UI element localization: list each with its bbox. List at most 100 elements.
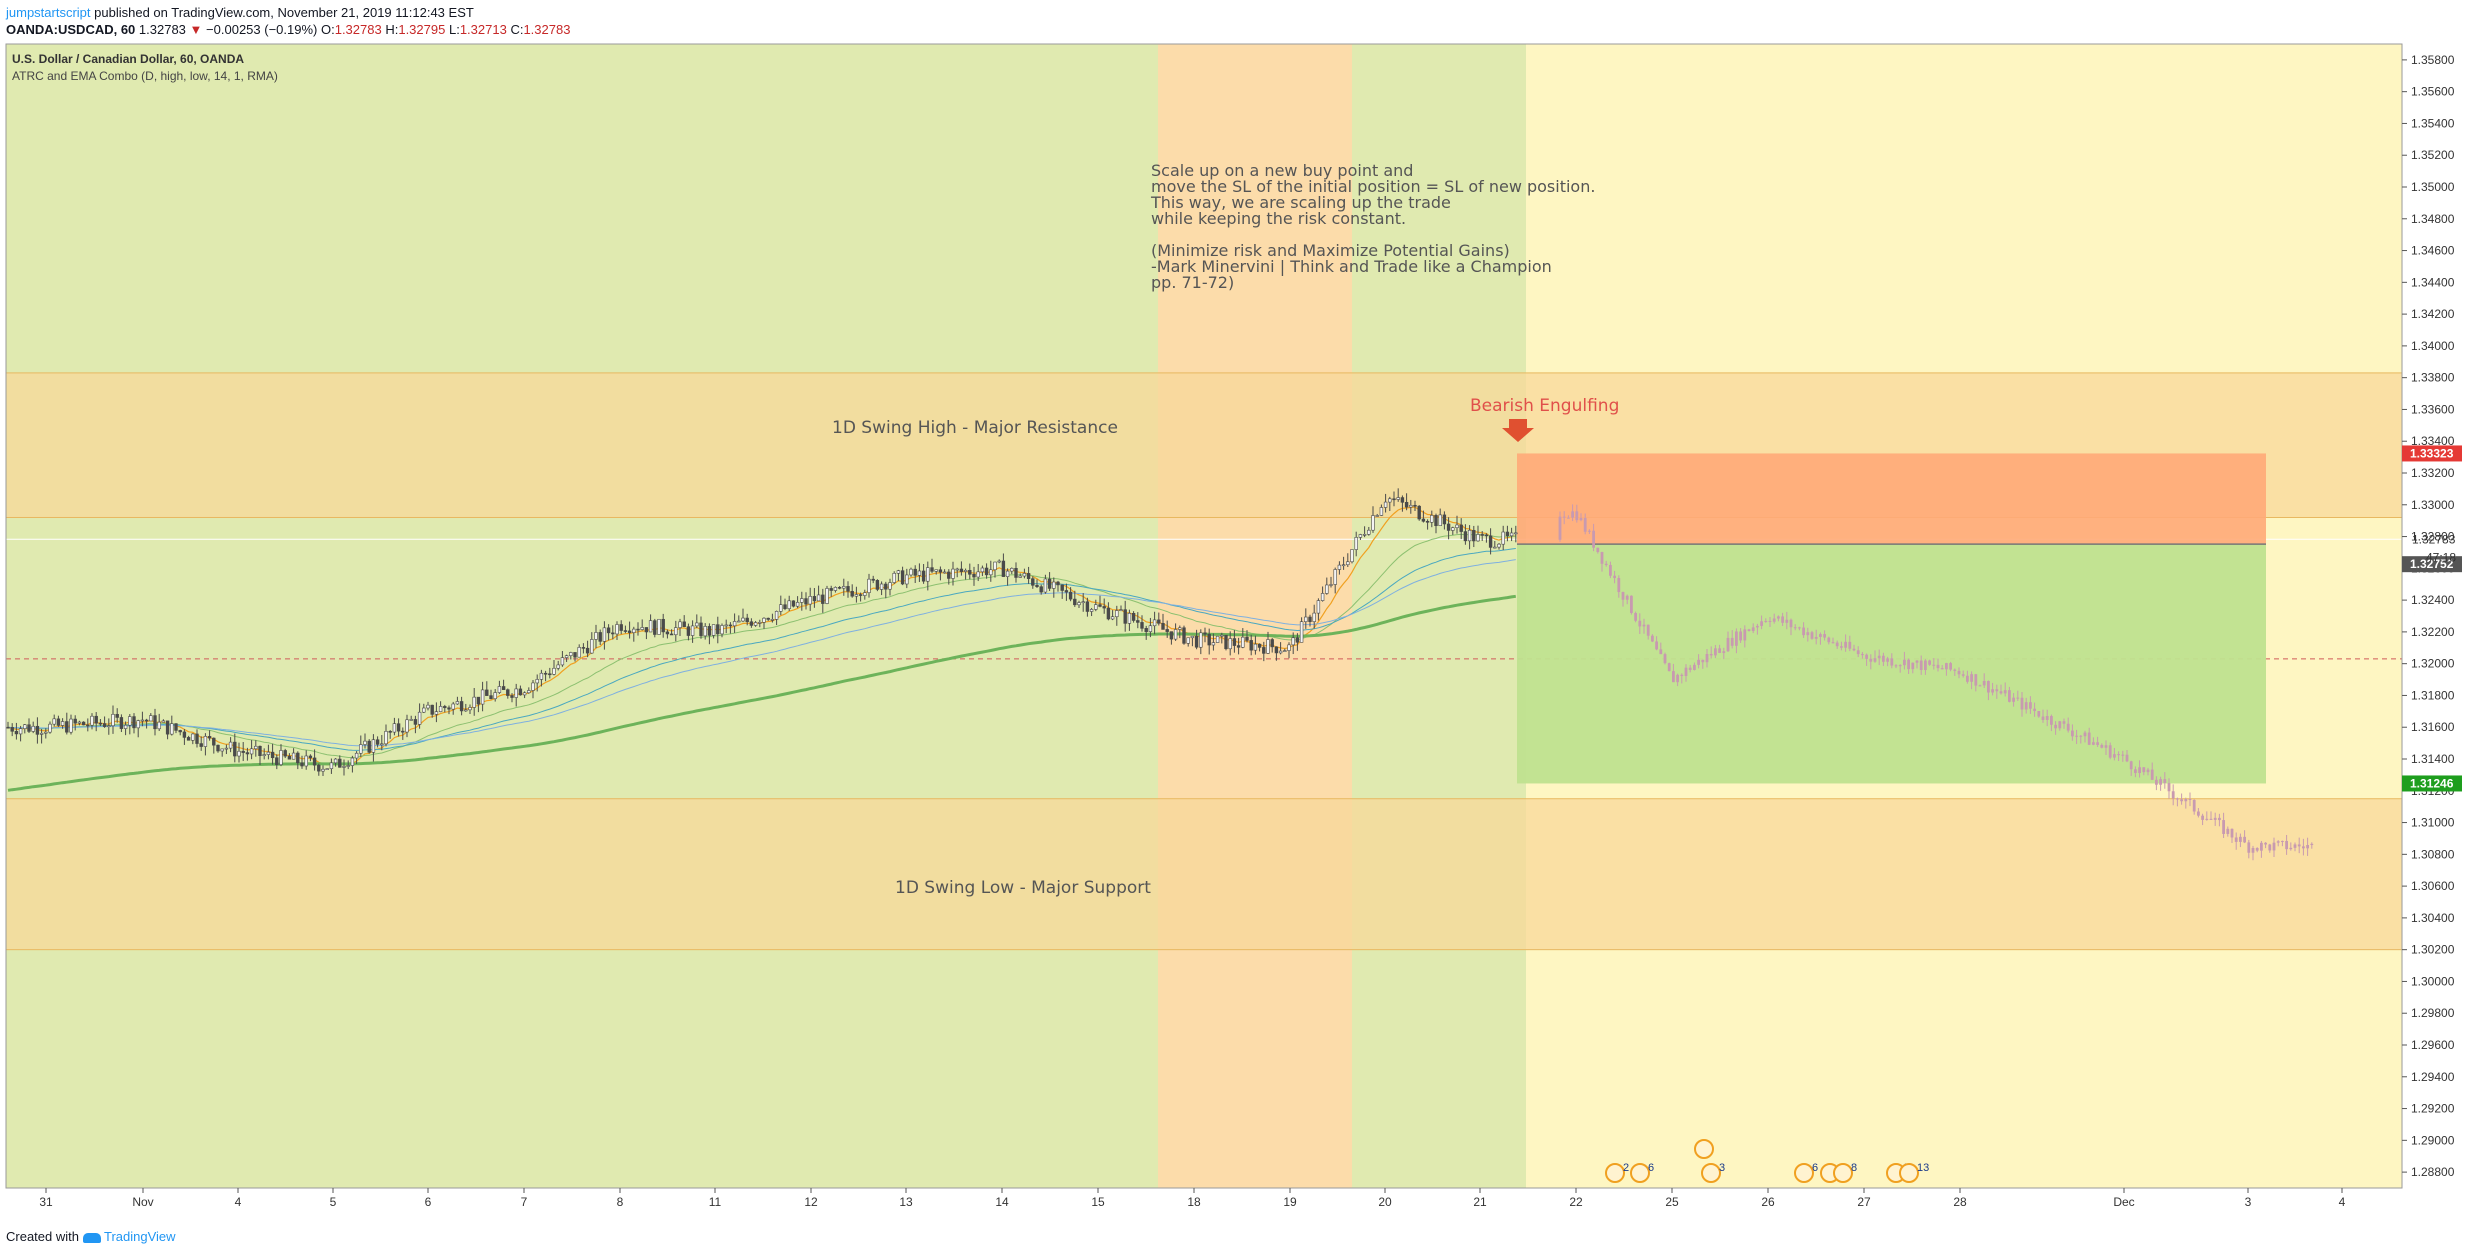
candle-body — [506, 689, 510, 696]
candle-body — [1274, 646, 1279, 654]
candle-body — [1190, 635, 1195, 639]
candle-body — [1480, 534, 1484, 536]
candle-body — [401, 730, 405, 733]
candle-body — [493, 692, 497, 700]
y-tick-label: 1.29400 — [2411, 1070, 2455, 1084]
candle-body — [1039, 586, 1043, 593]
candle-body — [102, 723, 107, 727]
candle-body — [1022, 573, 1027, 577]
candle-body — [94, 715, 98, 724]
candle-body — [661, 618, 665, 633]
candle-body — [653, 620, 657, 635]
candle-body — [1014, 568, 1018, 578]
future-candle-body — [2003, 690, 2007, 694]
future-candle-body — [2062, 721, 2066, 724]
future-candle-body — [2213, 817, 2217, 820]
candle-body — [195, 733, 199, 744]
candle-body — [1035, 584, 1039, 587]
indicator-legend[interactable]: ATRC and EMA Combo (D, high, low, 14, 1,… — [12, 69, 278, 83]
x-tick-label: 22 — [1569, 1195, 1583, 1209]
price-axis[interactable] — [2402, 44, 2468, 1188]
candle-body — [81, 721, 86, 726]
candle-body — [1232, 638, 1237, 646]
low-value: 1.32713 — [459, 22, 507, 37]
footer: Created with TradingView — [6, 1229, 176, 1244]
y-tick-label: 1.31000 — [2411, 816, 2455, 830]
future-candle-body — [1730, 637, 1734, 646]
candle-body — [1043, 578, 1048, 593]
candle-body — [636, 628, 640, 631]
candle-body — [703, 626, 707, 637]
economic-events[interactable]: 263628513 — [1605, 1139, 1929, 1183]
candle-body — [1110, 616, 1115, 620]
candle-body — [1098, 604, 1102, 607]
future-candle-body — [1777, 616, 1780, 619]
future-candle-body — [1940, 668, 1944, 670]
position-boxes[interactable] — [1517, 453, 2266, 784]
author-link[interactable]: jumpstartscript — [6, 5, 91, 20]
x-tick-label: 28 — [1953, 1195, 1967, 1209]
future-candle-body — [2050, 716, 2053, 725]
chart-annotations: U.S. Dollar / Canadian Dollar, 60, OANDA… — [12, 52, 1619, 898]
candle-body — [60, 721, 65, 726]
x-tick-label: 12 — [804, 1195, 818, 1209]
candle-body — [1358, 534, 1363, 538]
event-marker-icon[interactable] — [1701, 1163, 1721, 1183]
candle-body — [732, 621, 737, 627]
future-candle-body — [1936, 664, 1940, 669]
future-candle-body — [1970, 674, 1973, 682]
candle-body — [270, 751, 275, 759]
candle-body — [539, 672, 544, 680]
candle-body — [1325, 584, 1329, 594]
future-candle-body — [1907, 659, 1910, 670]
future-candle-body — [1672, 671, 1675, 683]
note-line: Scale up on a new buy point and — [1151, 161, 1413, 180]
stop-loss-box[interactable] — [1517, 453, 2266, 545]
future-candle-body — [2121, 754, 2125, 756]
candle-body — [1472, 529, 1476, 542]
future-candle-body — [2230, 828, 2234, 838]
tradingview-link[interactable]: TradingView — [103, 1229, 176, 1244]
future-candle-body — [1642, 624, 1646, 627]
candle-body — [984, 567, 989, 576]
candle-body — [1094, 604, 1098, 610]
future-candle-body — [2234, 837, 2238, 842]
candle-body — [1068, 591, 1073, 600]
future-candle-body — [1890, 658, 1894, 666]
future-candle-body — [1768, 620, 1772, 622]
candle-body — [1224, 634, 1228, 650]
y-tick-label: 1.33600 — [2411, 402, 2455, 416]
event-marker-icon[interactable] — [1630, 1163, 1650, 1183]
future-candle-body — [1676, 674, 1679, 683]
candle-body — [23, 724, 27, 729]
candle-body — [1144, 628, 1148, 632]
future-candle-body — [2041, 716, 2045, 720]
future-candle-body — [2184, 798, 2188, 802]
tradingview-logo-icon[interactable] — [82, 1232, 101, 1243]
event-marker-icon[interactable] — [1899, 1163, 1919, 1183]
candle-body — [1409, 504, 1413, 508]
candle-body — [497, 686, 502, 693]
session-zone-green — [1352, 44, 1526, 1188]
candle-body — [144, 719, 149, 722]
candle-body — [707, 626, 712, 636]
future-candle-body — [2029, 702, 2032, 709]
future-candle-body — [2260, 842, 2263, 851]
future-candle-body — [1865, 654, 1868, 659]
future-candle-body — [2176, 798, 2179, 800]
canada-flag-icon[interactable] — [1694, 1139, 1714, 1159]
y-tick-label: 1.29800 — [2411, 1006, 2455, 1020]
candlestick-series — [6, 488, 1518, 777]
event-marker-icon[interactable] — [1833, 1163, 1853, 1183]
candle-body — [329, 762, 334, 769]
candle-body — [1266, 639, 1270, 654]
event-marker-icon[interactable] — [1794, 1163, 1814, 1183]
candle-body — [648, 620, 653, 633]
event-marker-icon[interactable] — [1605, 1163, 1625, 1183]
candle-body — [405, 719, 409, 733]
candle-body — [1052, 581, 1056, 589]
time-axis[interactable] — [6, 1188, 2402, 1212]
candle-body — [1514, 532, 1518, 535]
